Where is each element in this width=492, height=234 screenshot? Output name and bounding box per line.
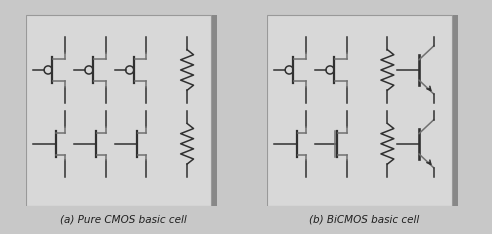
FancyBboxPatch shape [270,15,458,209]
FancyBboxPatch shape [29,15,217,209]
FancyBboxPatch shape [267,15,453,206]
Text: (b) BiCMOS basic cell: (b) BiCMOS basic cell [309,215,419,225]
Text: (a) Pure CMOS basic cell: (a) Pure CMOS basic cell [60,215,186,225]
FancyBboxPatch shape [26,15,212,206]
